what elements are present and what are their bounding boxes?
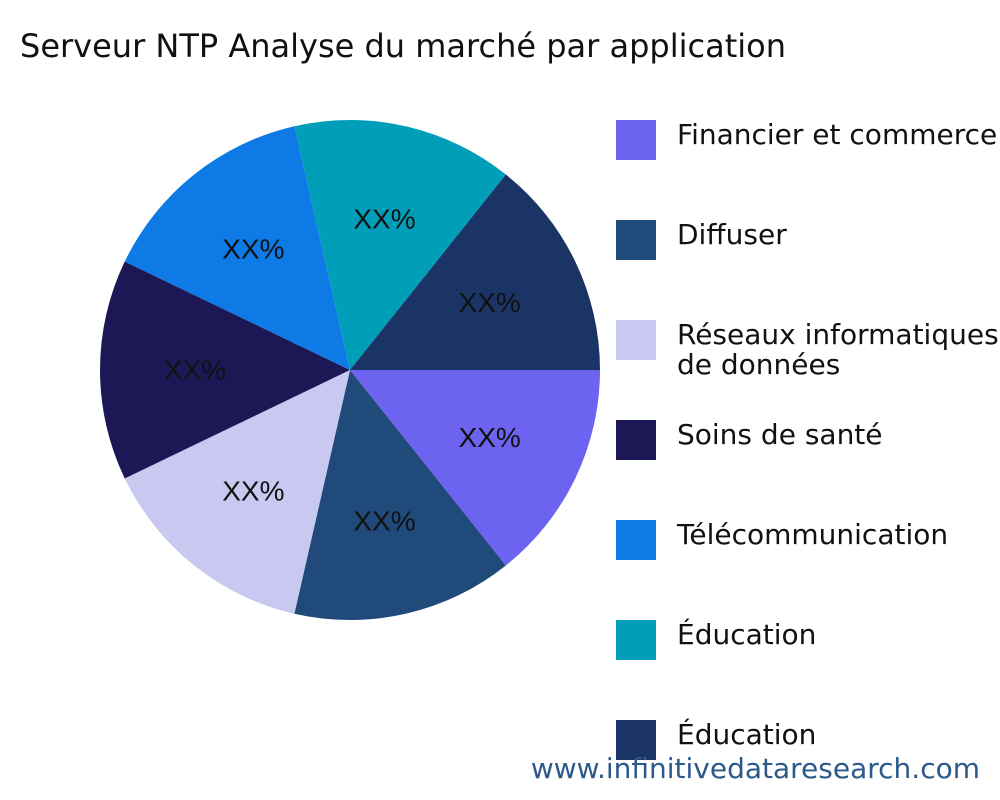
legend-label: Réseaux informatiques et de données [677, 318, 1000, 381]
legend-swatch [616, 520, 656, 560]
legend-label: Télécommunication [677, 518, 949, 551]
pie-slice-label-0: XX% [459, 422, 521, 453]
pie-slice-label-6: XX% [459, 287, 521, 318]
legend-swatch [616, 720, 656, 760]
legend-item: Soins de santé [616, 420, 1000, 480]
pie-slice-1 [294, 370, 506, 621]
legend-item: Financier et commerce [616, 120, 1000, 180]
legend-label: Financier et commerce [677, 120, 998, 151]
legend-item: Télécommunication [616, 520, 1000, 580]
legend-label: Diffuser [677, 218, 787, 251]
pie-slice-label-4: XX% [222, 233, 284, 264]
watermark-url: www.infinitivedataresearch.com [530, 752, 980, 785]
legend-swatch [616, 420, 656, 460]
pie-slice-2 [124, 370, 350, 614]
legend-item: Réseaux informatiques et de données [616, 320, 1000, 380]
pie-slice-label-2: XX% [222, 476, 284, 507]
pie-slice-3 [99, 261, 350, 479]
pie-slice-0 [350, 370, 600, 566]
legend-item: Diffuser [616, 220, 1000, 280]
legend-swatch [616, 120, 656, 160]
pie-slice-6 [350, 174, 600, 370]
legend-swatch [616, 320, 656, 360]
legend-swatch [616, 620, 656, 660]
legend-item: Éducation [616, 720, 1000, 780]
pie-slice-5 [294, 119, 506, 370]
legend-label: Éducation [677, 618, 817, 651]
legend-swatch [616, 220, 656, 260]
chart-title: Serveur NTP Analyse du marché par applic… [20, 27, 786, 65]
pie-slice-label-5: XX% [353, 203, 415, 234]
legend-label: Soins de santé [677, 418, 883, 451]
legend-item: Éducation [616, 620, 1000, 680]
legend-label: Éducation [677, 718, 817, 751]
pie-slice-label-3: XX% [164, 355, 226, 386]
pie-slice-label-1: XX% [353, 506, 415, 537]
chart-legend: Financier et commerce Diffuser Réseaux inf… [616, 120, 1000, 780]
pie-slice-4 [124, 126, 350, 370]
